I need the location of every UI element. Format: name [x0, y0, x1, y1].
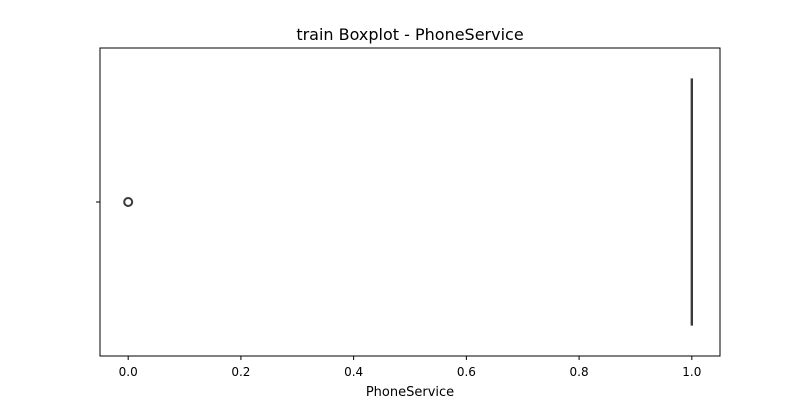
x-tick-label: 0.6: [457, 365, 476, 379]
outlier-point: [123, 197, 134, 207]
plot-area: 0.0 0.2 0.4 0.6 0.8 1.0: [96, 47, 721, 379]
x-tick-label: 0.2: [231, 365, 250, 379]
x-tick-label: 0.4: [344, 365, 363, 379]
x-axis-label: PhoneService: [366, 385, 454, 400]
x-tick-label: 0.0: [119, 365, 138, 379]
chart-title: train Boxplot - PhoneService: [296, 25, 523, 44]
x-tick-label: 0.8: [570, 365, 589, 379]
x-tick-label: 1.0: [682, 365, 701, 379]
